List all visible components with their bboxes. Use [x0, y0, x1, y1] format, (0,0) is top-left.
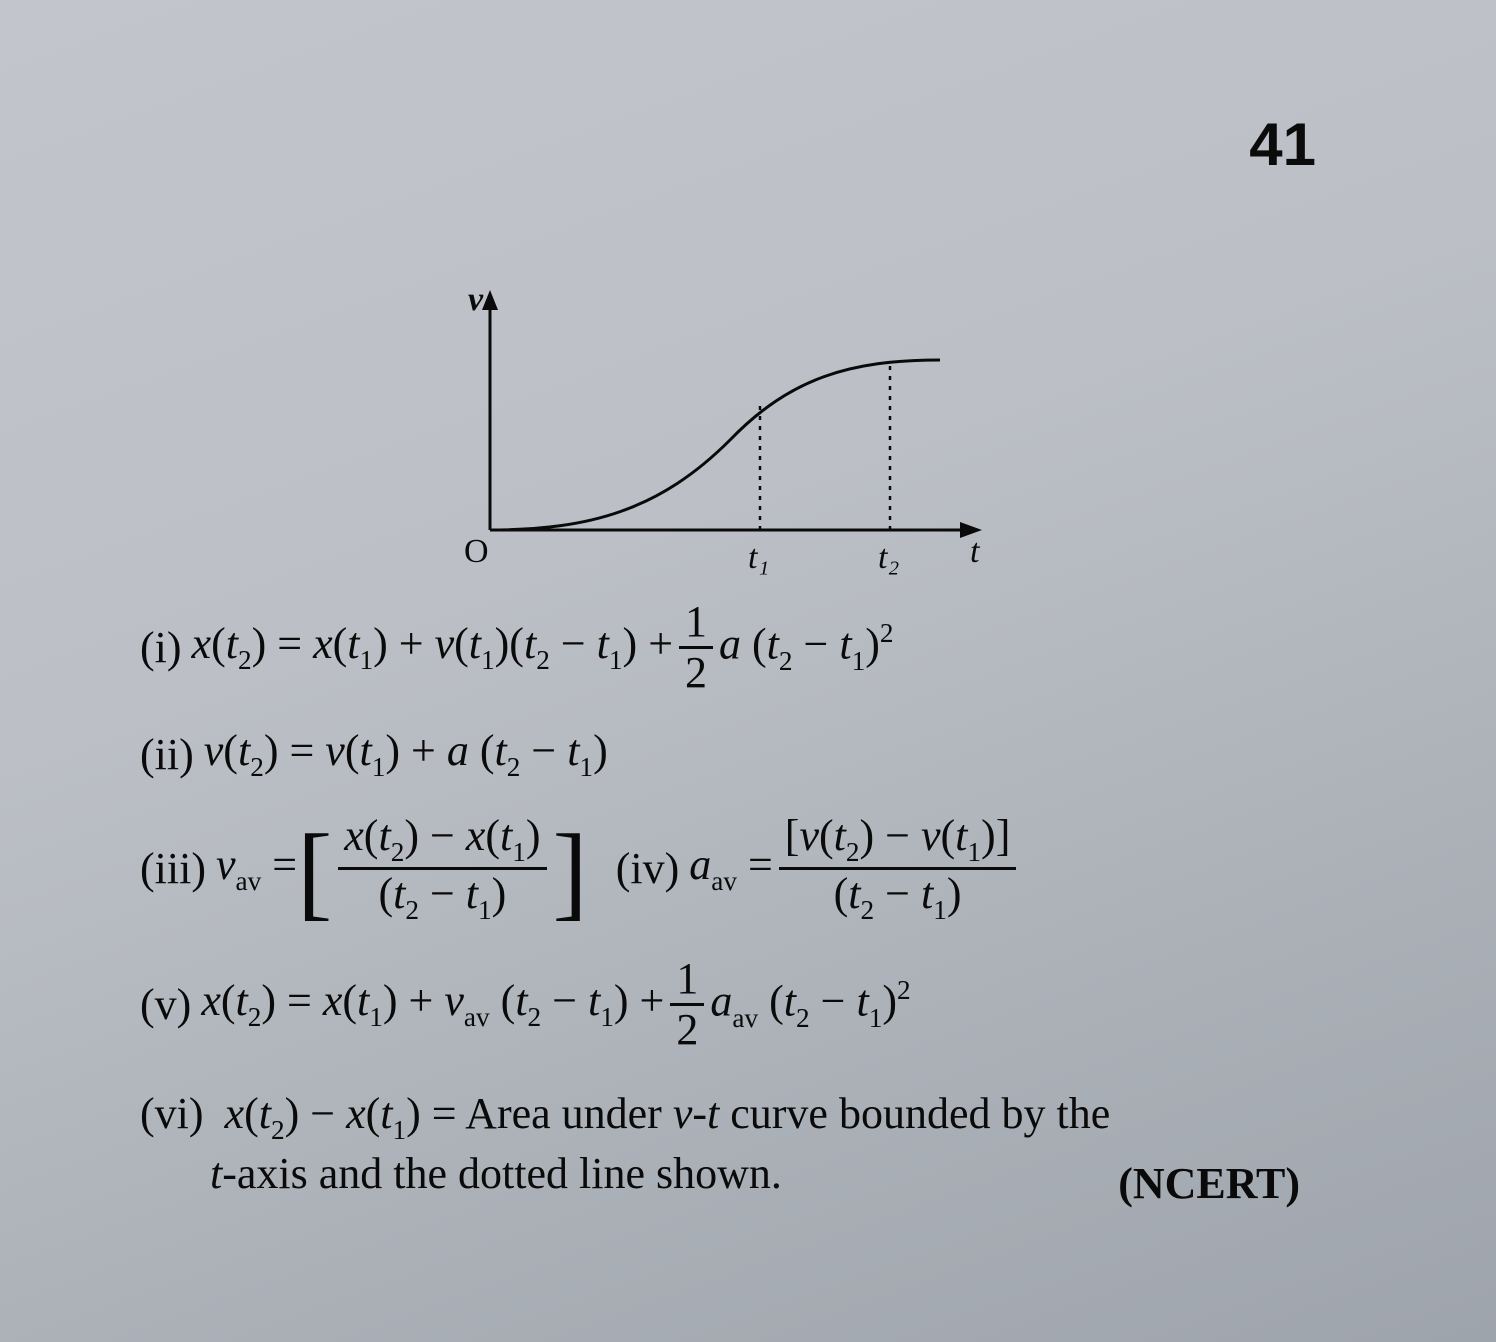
equation-iii-iv-row: (iii) vav = [ x(t2) − x(t1) (t2 − t1) ] … [140, 814, 1400, 923]
one-half-fraction: 1 2 [670, 957, 704, 1052]
equation-list: (i) x(t2) = x(t1) + v(t1)(t2 − t1) + 1 2… [140, 600, 1400, 1211]
equation-i: (i) x(t2) = x(t1) + v(t1)(t2 − t1) + 1 2… [140, 600, 1400, 695]
eq-body-tail: aav (t2 − t1)2 [710, 978, 910, 1031]
t1-label: t₁ [748, 539, 769, 576]
v-curve [490, 360, 940, 530]
eq-number: (vi) [140, 1089, 204, 1138]
eq-body: v(t2) = v(t1) + a (t2 − t1) [204, 729, 608, 780]
vt-curve-figure: v O t₁ t₂ t [430, 280, 990, 580]
origin-label: O [464, 533, 489, 570]
eq-number: (ii) [140, 733, 194, 777]
page: 41 v O t₁ t₂ t (i) x(t2) = x(t1) + v(t1)… [0, 0, 1496, 1342]
eq-number: (i) [140, 626, 182, 670]
eq-number: (iv) [616, 847, 680, 891]
eq-body: x(t2) = x(t1) + v(t1)(t2 − t1) + [192, 622, 673, 673]
equation-v: (v) x(t2) = x(t1) + vav (t2 − t1) + 1 2 … [140, 957, 1400, 1052]
source-tag: (NCERT) [1118, 1156, 1300, 1211]
vav-fraction: x(t2) − x(t1) (t2 − t1) [338, 814, 546, 923]
page-number: 41 [1249, 110, 1316, 179]
y-axis-arrow [482, 290, 498, 310]
equation-iv: (iv) aav = [v(t2) − v(t1)] (t2 − t1) [616, 814, 1023, 923]
eq-body-tail: a (t2 − t1)2 [719, 621, 894, 674]
y-axis-label: v [468, 281, 484, 318]
eq-number: (iii) [140, 847, 206, 891]
equation-ii: (ii) v(t2) = v(t1) + a (t2 − t1) [140, 729, 1400, 780]
x-axis-label: t [970, 533, 981, 570]
t2-label: t₂ [878, 539, 899, 576]
aav-fraction: [v(t2) − v(t1)] (t2 − t1) [779, 814, 1017, 923]
equation-iii: (iii) vav = [ x(t2) − x(t1) (t2 − t1) ] [140, 814, 588, 923]
eq-number: (v) [140, 983, 191, 1027]
one-half-fraction: 1 2 [679, 600, 713, 695]
eq-body: x(t2) = x(t1) + vav (t2 − t1) + [201, 979, 664, 1030]
equation-vi: (vi) x(t2) − x(t1) = Area under v-t curv… [140, 1086, 1400, 1211]
